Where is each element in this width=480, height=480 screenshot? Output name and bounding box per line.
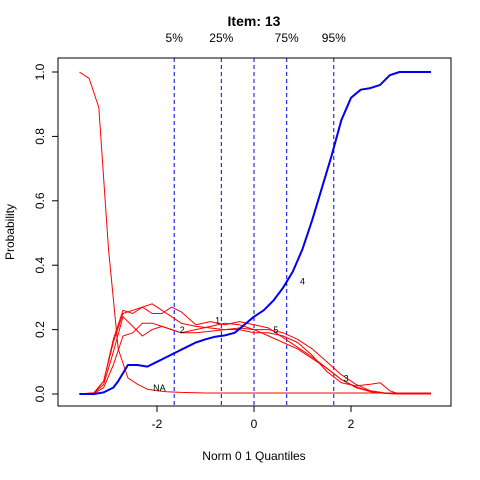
quantile-label: 25% <box>209 31 233 45</box>
series-line-5 <box>79 322 431 395</box>
quantile-label: 95% <box>322 31 346 45</box>
curve-label: 3 <box>344 374 349 384</box>
curve-labels: NA 1 2 3 5 4 <box>153 276 348 393</box>
quantile-label: 75% <box>275 31 299 45</box>
y-axis-label: Probability <box>3 204 17 260</box>
y-tick-label: 0.8 <box>33 128 47 145</box>
quantile-lines <box>173 58 335 406</box>
x-tick-label: 2 <box>348 417 355 431</box>
x-tick-label: 0 <box>251 417 258 431</box>
series-line-4 <box>79 71 431 395</box>
y-tick-label: 0.0 <box>33 385 47 402</box>
series-layer <box>79 71 431 395</box>
curve-label: 1 <box>215 316 220 326</box>
x-tick-label: -2 <box>152 417 163 431</box>
series-line-1 <box>79 316 431 395</box>
y-tick-label: 0.2 <box>33 321 47 338</box>
quantile-label: 5% <box>166 31 184 45</box>
series-line-3 <box>79 303 431 395</box>
y-tick-label: 0.4 <box>33 257 47 274</box>
curve-label: 4 <box>300 276 305 286</box>
series-line-na <box>79 71 431 394</box>
y-tick-label: 1.0 <box>33 63 47 80</box>
chart-title: Item: 13 <box>228 13 281 29</box>
curve-label: 5 <box>273 325 278 335</box>
quantile-labels: 5% 25% 75% 95% <box>166 31 347 45</box>
curve-label: NA <box>153 383 166 393</box>
y-tick-label: 0.6 <box>33 192 47 209</box>
y-axis: 0.0 0.2 0.4 0.6 0.8 1.0 <box>33 63 58 402</box>
x-axis: -2 0 2 <box>152 406 355 431</box>
curve-label: 2 <box>180 325 185 335</box>
x-axis-label: Norm 0 1 Quantiles <box>202 449 305 463</box>
